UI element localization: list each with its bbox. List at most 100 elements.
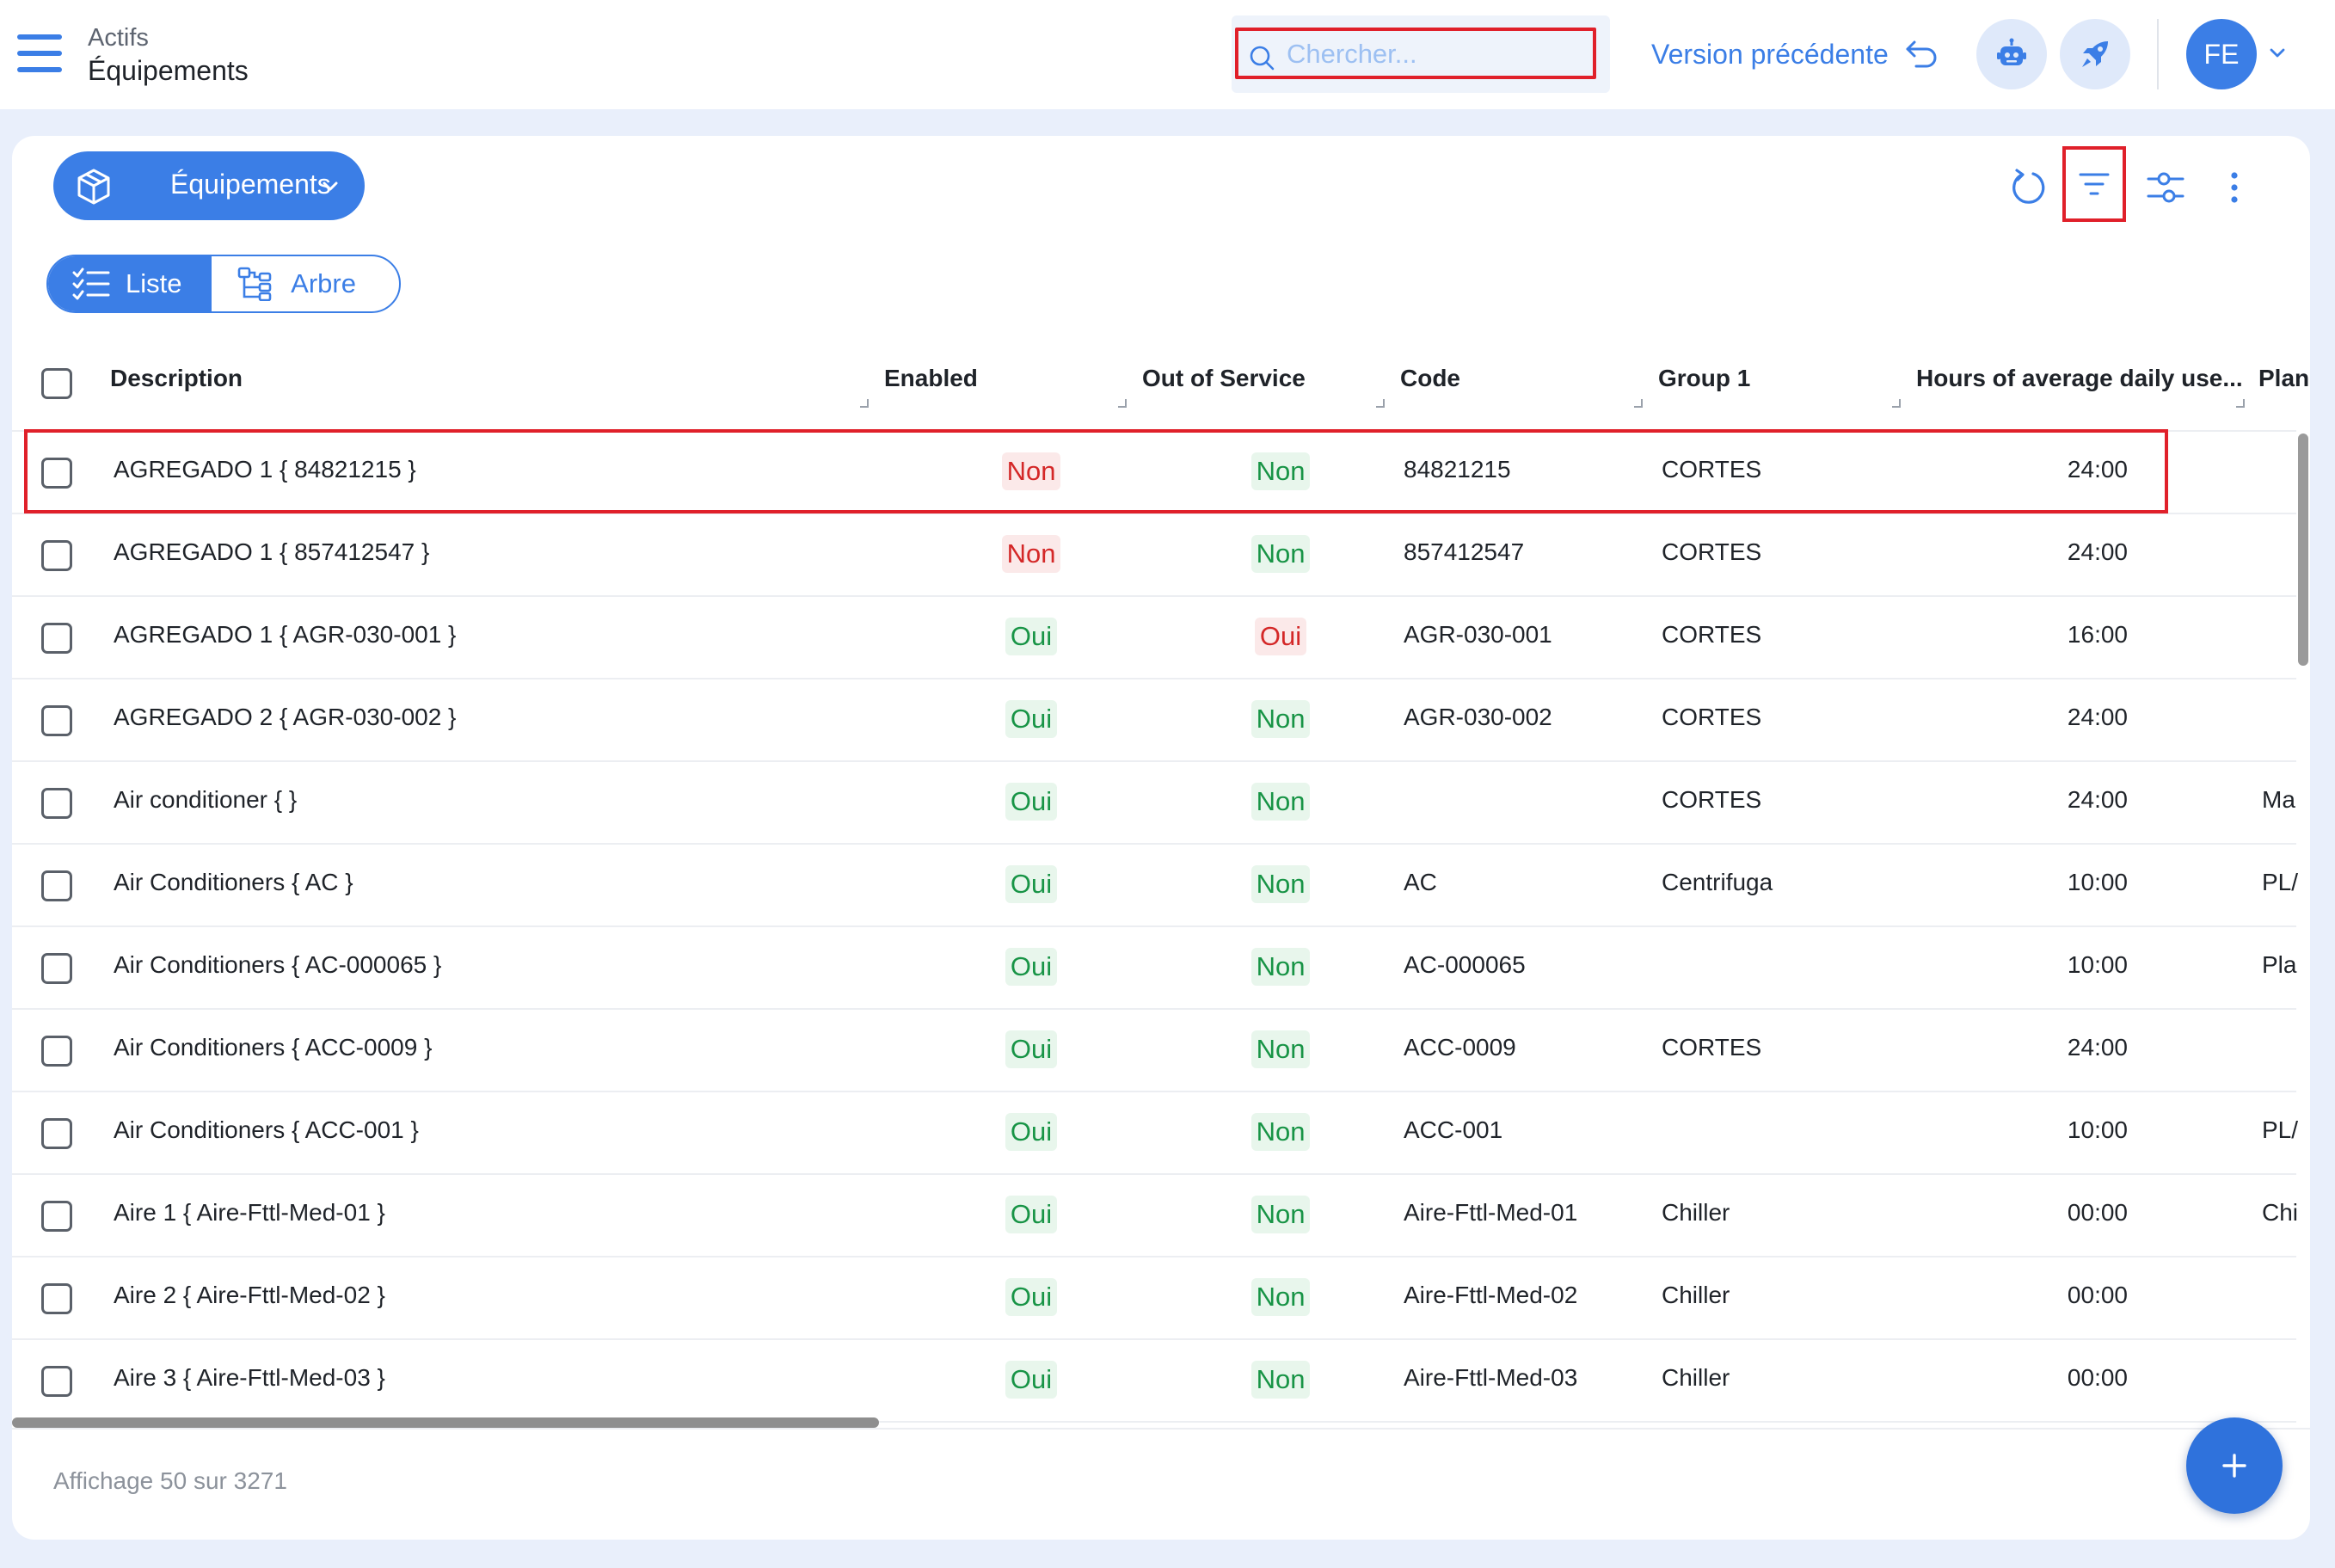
- column-header-description[interactable]: Description: [110, 365, 243, 391]
- table-row[interactable]: Air Conditioners { AC-000065 } Oui Non A…: [12, 927, 2296, 1010]
- column-resize-handle[interactable]: [1892, 399, 1901, 408]
- search-box[interactable]: [1235, 28, 1596, 79]
- chevron-down-icon: [323, 181, 338, 191]
- table-row[interactable]: Air Conditioners { ACC-001 } Oui Non ACC…: [12, 1092, 2299, 1175]
- table-header: Description Enabled Out of Service Code …: [12, 346, 2310, 420]
- cell-group: Chiller: [1662, 1199, 1730, 1226]
- table-row[interactable]: Air Conditioners { ACC-0009 } Oui Non AC…: [12, 1010, 2296, 1092]
- column-resize-handle[interactable]: [1118, 399, 1127, 408]
- more-options-button[interactable]: [2210, 163, 2258, 212]
- cell-out-of-service: Non: [1225, 700, 1336, 738]
- status-badge: Non: [1250, 1278, 1311, 1316]
- row-checkbox[interactable]: [41, 1118, 72, 1149]
- asset-type-selector[interactable]: Équipements: [53, 151, 365, 220]
- status-badge: Non: [1001, 452, 1061, 490]
- cell-out-of-service: Non: [1225, 783, 1336, 821]
- column-header-out-of-service[interactable]: Out of Service: [1142, 365, 1306, 391]
- cell-plan: PL/: [2262, 1116, 2299, 1143]
- column-header-enabled[interactable]: Enabled: [884, 365, 978, 391]
- breadcrumb: Actifs Équipements: [88, 22, 249, 88]
- rocket-button[interactable]: [2060, 19, 2130, 89]
- cell-group: CORTES: [1662, 456, 1762, 483]
- column-resize-handle[interactable]: [1634, 399, 1643, 408]
- column-header-group-1[interactable]: Group 1: [1658, 365, 1751, 391]
- plus-icon: [2222, 1454, 2246, 1478]
- cell-out-of-service: Non: [1225, 1113, 1336, 1151]
- cell-code: AC: [1404, 869, 1437, 895]
- search-input[interactable]: [1287, 34, 1579, 74]
- cell-hours: 24:00: [2067, 456, 2128, 483]
- column-resize-handle[interactable]: [860, 399, 869, 408]
- row-checkbox[interactable]: [41, 1366, 72, 1397]
- table-row[interactable]: AGREGADO 1 { 84821215 } Non Non 84821215…: [12, 432, 2296, 514]
- row-checkbox[interactable]: [41, 1201, 72, 1232]
- row-checkbox[interactable]: [41, 623, 72, 654]
- table-row[interactable]: AGREGADO 1 { AGR-030-001 } Oui Oui AGR-0…: [12, 597, 2296, 679]
- column-settings-button[interactable]: [2141, 163, 2190, 212]
- row-checkbox[interactable]: [41, 1283, 72, 1314]
- cell-out-of-service: Non: [1225, 1196, 1336, 1233]
- assistant-bot-button[interactable]: [1976, 19, 2047, 89]
- row-checkbox[interactable]: [41, 953, 72, 984]
- chevron-down-icon[interactable]: [2267, 45, 2288, 62]
- column-resize-handle[interactable]: [2236, 399, 2245, 408]
- row-checkbox[interactable]: [41, 540, 72, 571]
- row-checkbox[interactable]: [41, 870, 72, 901]
- vertical-scrollbar[interactable]: [2298, 434, 2308, 666]
- horizontal-scrollbar[interactable]: [12, 1417, 879, 1428]
- header-divider: [2157, 19, 2159, 89]
- column-header-hours-daily-use[interactable]: Hours of average daily use...: [1916, 365, 2243, 391]
- equipment-card: Équipements: [12, 136, 2310, 1540]
- cell-hours: 00:00: [2067, 1364, 2128, 1391]
- add-equipment-button[interactable]: [2186, 1417, 2283, 1514]
- cell-hours: 24:00: [2067, 1034, 2128, 1061]
- table-row[interactable]: Aire 1 { Aire-Fttl-Med-01 } Oui Non Aire…: [12, 1175, 2298, 1257]
- row-checkbox[interactable]: [41, 788, 72, 819]
- filter-icon: [2079, 173, 2110, 195]
- row-checkbox[interactable]: [41, 1036, 72, 1067]
- table-row[interactable]: Air conditioner { } Oui Non CORTES 24:00…: [12, 762, 2296, 845]
- table-row[interactable]: AGREGADO 2 { AGR-030-002 } Oui Non AGR-0…: [12, 679, 2296, 762]
- column-header-plan[interactable]: Plan: [2258, 365, 2310, 391]
- table-row[interactable]: Aire 2 { Aire-Fttl-Med-02 } Oui Non Aire…: [12, 1257, 2296, 1340]
- view-tree-button[interactable]: Arbre: [212, 256, 399, 311]
- row-checkbox[interactable]: [41, 458, 72, 489]
- cell-hours: 00:00: [2067, 1199, 2128, 1226]
- status-badge: Non: [1001, 535, 1061, 573]
- refresh-button[interactable]: [2004, 163, 2052, 212]
- user-avatar[interactable]: FE: [2186, 19, 2257, 89]
- cell-enabled: Non: [975, 535, 1087, 573]
- table-row[interactable]: Aire 3 { Aire-Fttl-Med-03 } Oui Non Aire…: [12, 1340, 2296, 1423]
- cell-hours: 24:00: [2067, 786, 2128, 813]
- cell-code: Aire-Fttl-Med-02: [1404, 1282, 1578, 1308]
- status-badge: Oui: [1005, 700, 1058, 738]
- cell-description: Aire 2 { Aire-Fttl-Med-02 }: [114, 1282, 385, 1308]
- breadcrumb-parent[interactable]: Actifs: [88, 24, 149, 52]
- hamburger-menu-icon[interactable]: [17, 34, 62, 72]
- cell-enabled: Oui: [975, 1196, 1087, 1233]
- filter-button[interactable]: [2062, 146, 2126, 222]
- cell-enabled: Oui: [975, 1278, 1087, 1316]
- select-all-checkbox[interactable]: [41, 368, 72, 399]
- cell-group: Chiller: [1662, 1364, 1730, 1391]
- robot-icon: [1997, 38, 2026, 65]
- status-badge: Non: [1250, 1361, 1311, 1399]
- cube-icon: [77, 169, 110, 205]
- cell-group: CORTES: [1662, 704, 1762, 730]
- row-checkbox[interactable]: [41, 705, 72, 736]
- table-row[interactable]: Air Conditioners { AC } Oui Non AC Centr…: [12, 845, 2298, 927]
- cell-code: 84821215: [1404, 456, 1511, 483]
- status-badge: Non: [1250, 1030, 1311, 1068]
- cell-group: CORTES: [1662, 1034, 1762, 1061]
- tree-hierarchy-icon: [237, 267, 272, 301]
- previous-version-button[interactable]: Version précédente: [1651, 33, 1939, 76]
- view-list-button[interactable]: Liste: [48, 256, 212, 311]
- table-row[interactable]: AGREGADO 1 { 857412547 } Non Non 8574125…: [12, 514, 2296, 597]
- column-resize-handle[interactable]: [1376, 399, 1385, 408]
- status-badge: Non: [1250, 1113, 1311, 1151]
- status-badge: Oui: [1005, 1278, 1058, 1316]
- cell-plan: Ma: [2262, 786, 2295, 813]
- cell-code: AGR-030-002: [1404, 704, 1552, 730]
- cell-description: AGREGADO 1 { AGR-030-001 }: [114, 621, 457, 648]
- column-header-code[interactable]: Code: [1400, 365, 1460, 391]
